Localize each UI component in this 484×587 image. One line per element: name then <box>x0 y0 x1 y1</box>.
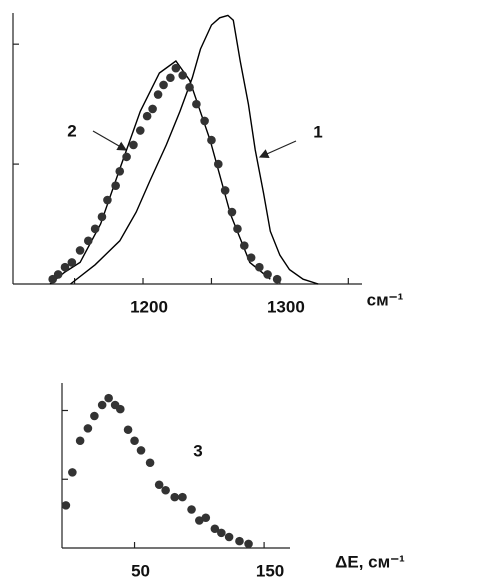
data-point <box>200 116 209 126</box>
data-point <box>136 446 146 455</box>
data-point <box>227 207 237 217</box>
data-point <box>272 274 282 284</box>
data-point <box>263 270 272 279</box>
x-tick-label: 1300 <box>267 297 305 316</box>
data-point <box>130 436 139 446</box>
data-point <box>213 159 223 169</box>
annotation: 3 <box>193 441 202 460</box>
data-point <box>61 501 71 510</box>
arrow <box>258 140 297 158</box>
data-point <box>171 63 181 73</box>
data-point <box>67 258 77 267</box>
data-point <box>233 224 242 234</box>
data-point <box>90 224 100 234</box>
x-axis-label: ΔE, см⁻¹ <box>335 552 405 571</box>
data-point <box>220 186 230 195</box>
data-point <box>111 181 120 190</box>
data-point <box>159 80 168 90</box>
data-point <box>103 195 112 205</box>
data-point <box>224 532 234 542</box>
data-point <box>83 236 93 246</box>
data-point <box>170 492 180 502</box>
data-point <box>53 270 63 279</box>
data-point <box>60 262 70 272</box>
data-point <box>115 166 125 176</box>
data-point <box>122 152 131 162</box>
data-point <box>244 539 253 549</box>
data-point <box>129 140 138 150</box>
data-point <box>161 485 170 495</box>
data-point <box>83 424 93 433</box>
data-point <box>187 505 196 514</box>
data-point <box>123 425 133 435</box>
annotation: 2 <box>67 121 76 140</box>
data-point <box>135 126 145 135</box>
x-axis-label: см⁻¹ <box>367 290 404 309</box>
data-point <box>75 246 85 255</box>
annotation: 1 <box>313 122 322 141</box>
data-point <box>210 524 220 534</box>
data-point <box>115 404 125 414</box>
data-point <box>235 536 244 546</box>
data-point <box>239 241 249 250</box>
line <box>70 14 319 285</box>
data-point <box>154 480 164 490</box>
data-point <box>178 71 188 80</box>
data-point <box>178 492 187 502</box>
x-tick-label: 50 <box>131 561 150 580</box>
data-point <box>97 400 107 410</box>
data-point <box>246 253 256 262</box>
data-point <box>75 436 85 446</box>
data-point <box>201 513 211 523</box>
arrow <box>92 130 128 151</box>
data-point <box>217 528 226 538</box>
data-point <box>166 73 175 83</box>
data-point <box>97 212 107 222</box>
data-point <box>68 468 77 477</box>
data-point <box>195 516 204 525</box>
data-point <box>104 393 113 403</box>
data-point <box>145 458 155 468</box>
x-tick-label: 150 <box>256 561 284 580</box>
x-tick-label: 1200 <box>130 297 168 316</box>
data-point <box>185 83 194 92</box>
data-point <box>90 411 99 421</box>
data-point <box>207 135 216 145</box>
data-point <box>142 111 152 121</box>
data-point <box>255 262 264 272</box>
data-point <box>153 90 163 99</box>
data-point <box>192 99 201 109</box>
data-point <box>148 104 157 114</box>
